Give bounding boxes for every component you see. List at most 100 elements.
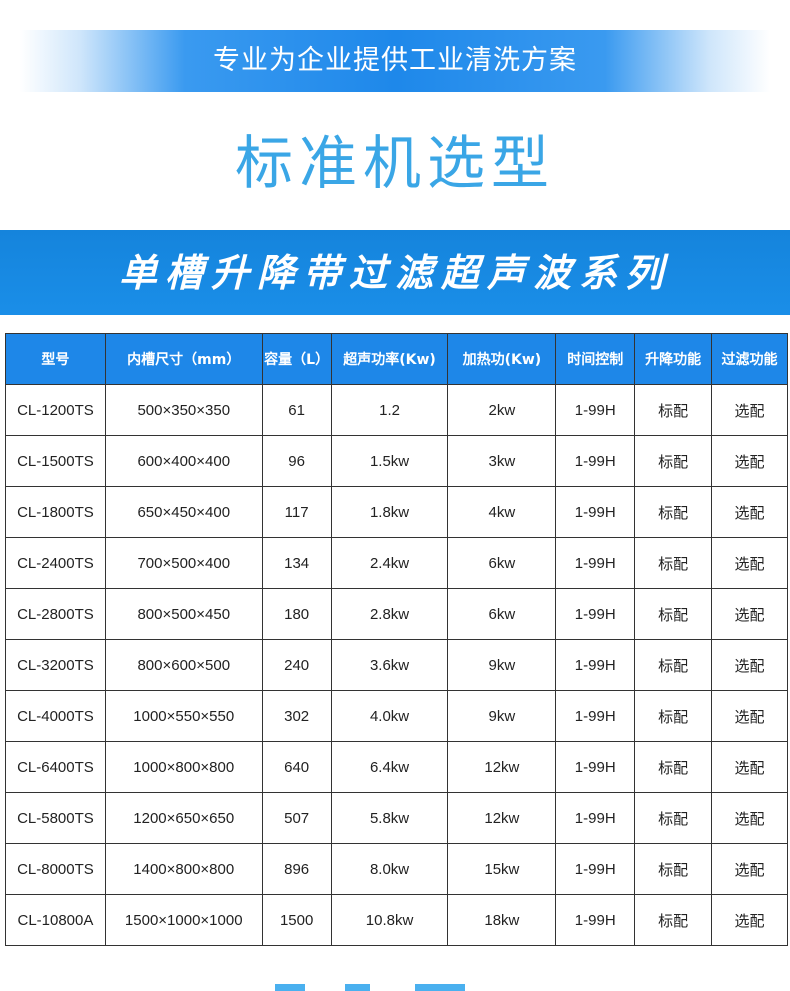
table-cell: 1-99H — [555, 384, 636, 436]
table-cell: 标配 — [634, 537, 713, 589]
table-cell: 507 — [261, 792, 332, 844]
table-cell: 标配 — [634, 435, 713, 487]
spec-table: 型号 内槽尺寸（mm） 容量（L） 超声功率(Kw) 加热功(Kw) 时间控制 升降功能 过滤… — [5, 333, 788, 946]
table-cell: 1000×550×550 — [104, 690, 263, 742]
table-cell: 15kw — [447, 843, 557, 895]
table-cell: 选配 — [711, 894, 788, 946]
table-row: CL-6400TS 1000×800×800 640 6.4kw 12kw 1-99H 标配… — [5, 741, 788, 793]
column-header: 升降功能 — [634, 333, 713, 385]
table-cell: 1-99H — [555, 690, 636, 742]
table-cell: 1-99H — [555, 843, 636, 895]
table-cell: 1-99H — [555, 588, 636, 640]
table-cell: 1-99H — [555, 741, 636, 793]
table-cell: 标配 — [634, 894, 713, 946]
table-cell: 302 — [261, 690, 332, 742]
table-cell: 标配 — [634, 690, 713, 742]
table-cell: 1500 — [261, 894, 332, 946]
decoration — [415, 984, 465, 991]
column-header: 时间控制 — [555, 333, 636, 385]
table-cell: 选配 — [711, 537, 788, 589]
table-cell: 选配 — [711, 639, 788, 691]
table-cell: 134 — [261, 537, 332, 589]
decoration — [345, 984, 370, 991]
table-cell: 标配 — [634, 588, 713, 640]
table-cell: 2kw — [447, 384, 557, 436]
table-cell: 8.0kw — [330, 843, 449, 895]
table-row: CL-3200TS 800×600×500 240 3.6kw 9kw 1-99H 标配 选配 — [5, 639, 788, 691]
table-cell: 896 — [261, 843, 332, 895]
table-cell: 1-99H — [555, 639, 636, 691]
table-cell: 12kw — [447, 792, 557, 844]
table-cell: 96 — [261, 435, 332, 487]
table-cell: 10.8kw — [330, 894, 449, 946]
table-cell: 1500×1000×1000 — [104, 894, 263, 946]
column-header: 内槽尺寸（mm） — [104, 333, 263, 385]
table-cell: 标配 — [634, 741, 713, 793]
table-cell: CL-5800TS — [5, 792, 106, 844]
table-cell: CL-1200TS — [5, 384, 106, 436]
table-cell: 1.2 — [330, 384, 449, 436]
series-banner: 单槽升降带过滤超声波系列 — [0, 230, 790, 315]
table-cell: 1-99H — [555, 486, 636, 538]
table-row: CL-1800TS 650×450×400 117 1.8kw 4kw 1-99H 标配 选配 — [5, 486, 788, 538]
table-cell: 选配 — [711, 435, 788, 487]
table-cell: CL-10800A — [5, 894, 106, 946]
table-cell: 1.8kw — [330, 486, 449, 538]
table-cell: CL-4000TS — [5, 690, 106, 742]
table-cell: 800×600×500 — [104, 639, 263, 691]
table-row: CL-1500TS 600×400×400 96 1.5kw 3kw 1-99H 标配 选配 — [5, 435, 788, 487]
slogan-banner: 专业为企业提供工业清洗方案 — [20, 30, 770, 92]
table-row: CL-2400TS 700×500×400 134 2.4kw 6kw 1-99H 标配 选配 — [5, 537, 788, 589]
table-cell: 1-99H — [555, 537, 636, 589]
table-cell: 240 — [261, 639, 332, 691]
table-cell: CL-1800TS — [5, 486, 106, 538]
table-row: CL-5800TS 1200×650×650 507 5.8kw 12kw 1-99H 标配… — [5, 792, 788, 844]
table-cell: 180 — [261, 588, 332, 640]
table-cell: 1-99H — [555, 435, 636, 487]
table-cell: 选配 — [711, 792, 788, 844]
table-cell: 3kw — [447, 435, 557, 487]
table-row: CL-2800TS 800×500×450 180 2.8kw 6kw 1-99H 标配 选配 — [5, 588, 788, 640]
table-cell: 640 — [261, 741, 332, 793]
table-cell: CL-2800TS — [5, 588, 106, 640]
table-cell: 600×400×400 — [104, 435, 263, 487]
table-row: CL-4000TS 1000×550×550 302 4.0kw 9kw 1-99H 标配选… — [5, 690, 788, 742]
table-cell: 选配 — [711, 741, 788, 793]
table-cell: CL-6400TS — [5, 741, 106, 793]
table-row: CL-1200TS 500×350×350 61 1.2 2kw 1-99H 标配 选配 — [5, 384, 788, 436]
column-header: 超声功率(Kw) — [330, 333, 449, 385]
table-cell: 4kw — [447, 486, 557, 538]
table-row: CL-8000TS 1400×800×800 896 8.0kw 15kw 1-99H 标配… — [5, 843, 788, 895]
table-cell: 3.6kw — [330, 639, 449, 691]
table-cell: 1.5kw — [330, 435, 449, 487]
table-cell: 9kw — [447, 690, 557, 742]
table-cell: 选配 — [711, 486, 788, 538]
table-cell: 6.4kw — [330, 741, 449, 793]
table-cell: 1000×800×800 — [104, 741, 263, 793]
table-cell: 选配 — [711, 588, 788, 640]
table-cell: 1-99H — [555, 792, 636, 844]
table-cell: 6kw — [447, 588, 557, 640]
table-cell: 2.8kw — [330, 588, 449, 640]
decoration — [275, 984, 305, 991]
table-cell: 4.0kw — [330, 690, 449, 742]
table-cell: 9kw — [447, 639, 557, 691]
table-cell: 2.4kw — [330, 537, 449, 589]
table-cell: 117 — [261, 486, 332, 538]
table-cell: 选配 — [711, 690, 788, 742]
table-cell: 12kw — [447, 741, 557, 793]
page-title: 标准机选型 — [234, 129, 555, 197]
table-cell: 18kw — [447, 894, 557, 946]
table-cell: 选配 — [711, 843, 788, 895]
table-cell: 1-99H — [555, 894, 636, 946]
table-cell: 700×500×400 — [104, 537, 263, 589]
table-cell: 选配 — [711, 384, 788, 436]
table-cell: CL-1500TS — [5, 435, 106, 487]
table-cell: 6kw — [447, 537, 557, 589]
table-cell: 1200×650×650 — [104, 792, 263, 844]
table-cell: 标配 — [634, 384, 713, 436]
column-header: 型号 — [5, 333, 106, 385]
column-header: 过滤功能 — [711, 333, 788, 385]
table-row: CL-10800A 1500×1000×1000 1500 10.8kw 18kw 1-9… — [5, 894, 788, 946]
column-header: 容量（L） — [261, 333, 332, 385]
